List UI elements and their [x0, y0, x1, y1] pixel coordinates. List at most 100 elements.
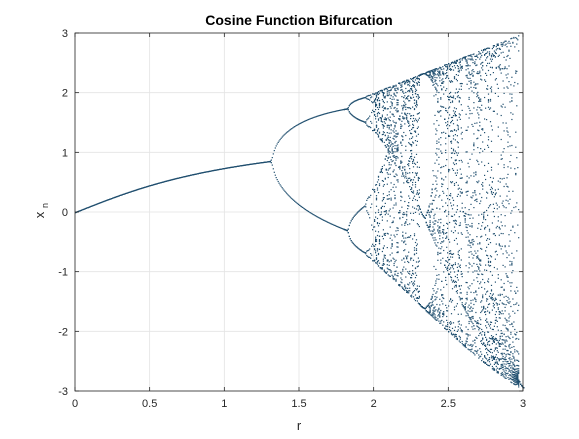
data-point [412, 80, 414, 82]
data-point [442, 241, 444, 243]
data-point [437, 69, 439, 71]
data-point [427, 75, 429, 77]
data-point [457, 68, 459, 70]
data-point [388, 210, 390, 212]
data-point [327, 221, 329, 223]
data-point [374, 189, 376, 191]
data-point [395, 140, 397, 142]
data-point [200, 172, 202, 174]
data-point [489, 176, 492, 179]
data-point [385, 119, 387, 121]
data-point [143, 187, 145, 189]
data-points [75, 35, 525, 389]
data-point [453, 112, 456, 114]
data-point [395, 90, 397, 92]
data-point [435, 94, 437, 96]
data-point [430, 195, 432, 197]
data-point [449, 125, 451, 127]
data-point [129, 191, 131, 193]
data-point [517, 376, 519, 378]
data-point [464, 221, 466, 223]
data-point [382, 92, 384, 94]
data-point [487, 281, 490, 283]
data-point [88, 206, 90, 208]
data-point [495, 192, 497, 194]
data-point [440, 172, 442, 174]
data-point [413, 108, 416, 111]
data-point [504, 360, 506, 362]
data-point [386, 195, 388, 197]
data-point [509, 337, 511, 340]
data-point [510, 229, 512, 231]
data-point [510, 381, 512, 383]
data-point [454, 326, 456, 328]
data-point [502, 303, 504, 305]
data-point [369, 94, 371, 97]
data-point [412, 161, 414, 163]
data-point [397, 89, 399, 91]
data-point [473, 262, 475, 265]
data-point [453, 163, 456, 166]
data-point [399, 119, 401, 121]
data-point [476, 109, 478, 111]
data-point [495, 46, 497, 48]
data-point [430, 70, 432, 72]
data-point [375, 262, 378, 264]
data-point [392, 275, 394, 277]
data-point [447, 67, 449, 69]
data-point [437, 70, 439, 72]
data-point [508, 254, 510, 256]
data-point [441, 88, 443, 90]
data-point [460, 271, 462, 273]
data-point [465, 281, 467, 284]
data-point [498, 303, 500, 305]
data-point [422, 73, 424, 75]
data-point [403, 106, 405, 108]
data-point [402, 136, 404, 138]
data-point [315, 215, 317, 217]
data-point [319, 217, 321, 219]
data-point [445, 164, 447, 167]
data-point [419, 208, 421, 210]
data-point [475, 350, 477, 352]
data-point [481, 213, 483, 215]
data-point [453, 78, 456, 80]
data-point [491, 336, 493, 338]
data-point [505, 367, 507, 369]
data-point [417, 96, 419, 98]
data-point [479, 152, 481, 154]
data-point [498, 339, 500, 342]
data-point [507, 186, 509, 188]
data-point [391, 245, 393, 247]
data-point [386, 144, 388, 146]
data-point [388, 139, 390, 141]
data-point [380, 213, 382, 215]
data-point [460, 324, 462, 326]
data-point [446, 232, 448, 234]
data-point [370, 97, 372, 99]
data-point [464, 58, 466, 60]
data-point [516, 286, 518, 288]
data-point [305, 209, 307, 211]
data-point [440, 85, 442, 87]
data-point [504, 365, 506, 367]
data-point [220, 168, 222, 170]
data-point [510, 154, 512, 156]
data-point [487, 99, 490, 102]
data-point [441, 82, 443, 84]
data-point [516, 302, 518, 304]
data-point [395, 204, 397, 206]
data-point [506, 46, 508, 48]
data-point [482, 358, 484, 360]
data-point [418, 84, 420, 86]
data-point [409, 91, 411, 93]
data-point [382, 229, 384, 231]
data-point [495, 227, 497, 229]
data-point [502, 44, 504, 46]
data-point [477, 94, 479, 96]
data-point [489, 121, 492, 123]
data-point [373, 111, 375, 113]
data-point [445, 276, 447, 279]
data-point [392, 137, 394, 139]
data-point [384, 135, 386, 137]
